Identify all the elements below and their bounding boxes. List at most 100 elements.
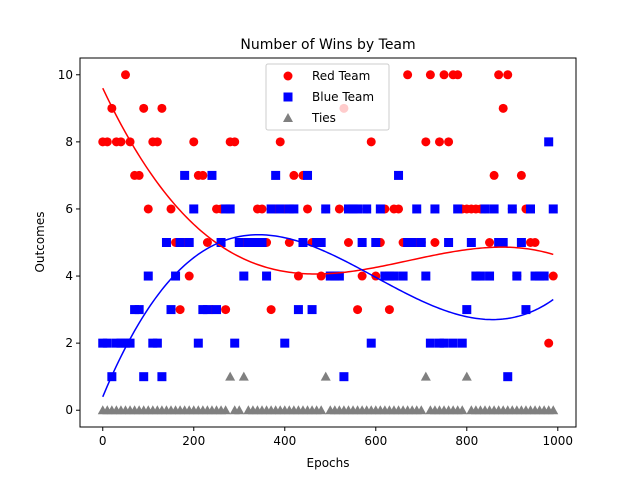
data-point <box>453 204 463 214</box>
data-point <box>516 238 526 247</box>
data-point <box>461 371 472 381</box>
data-point <box>184 238 194 247</box>
data-point <box>275 137 285 147</box>
data-point <box>316 238 326 247</box>
data-point <box>303 204 313 214</box>
legend-marker-red-team <box>283 71 293 81</box>
data-point <box>139 103 149 113</box>
legend-label-blue-team: Blue Team <box>312 90 374 104</box>
data-point <box>116 338 126 348</box>
legend-label-ties: Ties <box>311 111 336 125</box>
data-point <box>262 271 272 281</box>
data-point <box>343 204 353 214</box>
data-point <box>485 238 495 247</box>
data-point <box>320 371 331 381</box>
data-point <box>212 305 222 315</box>
data-point <box>544 137 554 147</box>
data-point <box>238 371 249 381</box>
data-point <box>243 238 253 247</box>
data-point <box>444 238 454 247</box>
data-point <box>389 271 399 281</box>
data-point <box>275 204 285 214</box>
data-point <box>234 238 244 247</box>
trend-line-red-team <box>102 87 554 275</box>
chart-title: Number of Wins by Team <box>240 37 415 53</box>
data-point <box>425 70 435 80</box>
data-point <box>189 137 199 147</box>
data-point <box>152 137 162 147</box>
data-point <box>134 170 144 180</box>
data-point <box>430 204 440 214</box>
data-point <box>303 170 313 180</box>
data-point <box>166 204 176 214</box>
data-point <box>380 271 390 281</box>
data-point <box>143 204 153 214</box>
data-point <box>161 238 171 247</box>
data-point <box>102 338 112 348</box>
data-point <box>220 405 231 415</box>
data-point <box>307 305 317 315</box>
data-point <box>248 238 258 247</box>
data-point <box>494 238 504 247</box>
data-point <box>366 338 376 348</box>
data-point <box>384 271 394 281</box>
data-point <box>475 271 485 281</box>
data-point <box>485 271 495 281</box>
data-point <box>284 204 294 214</box>
data-point <box>530 271 540 281</box>
data-point <box>416 405 427 415</box>
data-point <box>453 70 463 80</box>
data-point <box>193 338 203 348</box>
data-point <box>498 103 508 113</box>
data-point <box>348 204 358 214</box>
axes: 0 200 400 600 800 1000 0 2 4 6 8 10 <box>58 68 573 448</box>
data-point <box>412 204 422 214</box>
data-point <box>457 405 468 415</box>
data-point <box>284 238 294 247</box>
data-point <box>507 204 517 214</box>
data-point <box>398 271 408 281</box>
data-point <box>503 70 513 80</box>
y-tick-label: 8 <box>65 135 73 149</box>
data-point <box>357 271 367 281</box>
data-point <box>430 238 440 247</box>
data-point <box>371 238 381 247</box>
data-point <box>130 305 140 315</box>
data-point <box>420 371 431 381</box>
data-point <box>548 405 559 415</box>
data-point <box>334 204 344 214</box>
data-point <box>239 271 249 281</box>
data-point <box>234 405 245 415</box>
data-point <box>434 137 444 147</box>
y-tick-label: 2 <box>65 336 73 350</box>
data-point <box>312 238 322 247</box>
data-point <box>316 271 326 281</box>
data-point <box>316 405 327 415</box>
data-point <box>230 338 240 348</box>
y-tick-label: 6 <box>65 202 73 216</box>
data-point <box>325 271 335 281</box>
data-point <box>289 170 299 180</box>
data-point <box>439 70 449 80</box>
data-point <box>230 137 240 147</box>
data-point <box>166 305 176 315</box>
data-point <box>289 204 299 214</box>
x-tick-label: 800 <box>455 434 478 448</box>
data-point <box>421 271 431 281</box>
data-point <box>198 305 208 315</box>
data-point <box>257 204 267 214</box>
y-tick-label: 4 <box>65 269 73 283</box>
data-point <box>271 170 281 180</box>
legend-box <box>265 63 390 131</box>
data-point <box>125 338 135 348</box>
data-point <box>225 371 236 381</box>
data-point <box>457 338 467 348</box>
data-point <box>521 305 531 315</box>
data-point <box>184 271 194 281</box>
legend-marker-ties <box>283 113 293 122</box>
data-point <box>439 338 449 348</box>
x-tick-label: 0 <box>99 434 107 448</box>
data-point <box>198 170 208 180</box>
plot-frame <box>79 57 577 428</box>
